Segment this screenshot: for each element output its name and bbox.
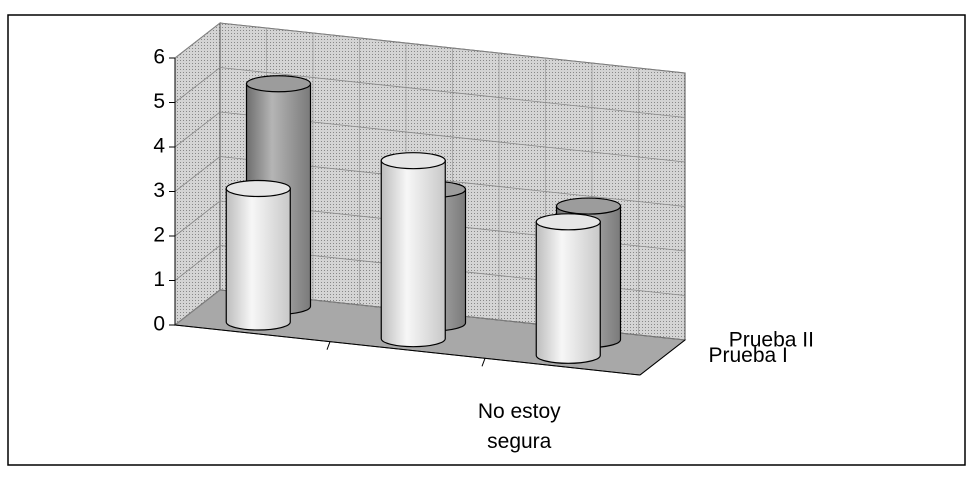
grid-line (174, 22, 686, 74)
y-tick-label: 0 (153, 313, 165, 336)
y-tick-label: 5 (153, 90, 165, 113)
grid-line (174, 289, 686, 341)
cylinder-top (535, 213, 601, 231)
cylinder-top (555, 197, 622, 215)
cylinder-top (245, 75, 312, 93)
cylinder (535, 213, 601, 364)
cylinder-top (380, 152, 446, 170)
legend-label: Prueba I (709, 344, 788, 367)
grid-line (174, 67, 686, 118)
y-tick-label: 6 (153, 46, 165, 69)
x-tick-label: No estoy segura (478, 400, 561, 453)
cylinder (225, 179, 291, 331)
grid-line (174, 200, 686, 252)
z-axis (639, 339, 686, 376)
cylinder (380, 152, 446, 348)
x-tick-label-line: No estoy (478, 400, 561, 423)
cylinder-body (535, 221, 601, 364)
cylinder-body (225, 187, 291, 331)
tick-mark (326, 341, 331, 350)
frame (7, 14, 966, 466)
y-tick-label: 3 (153, 179, 165, 202)
grid-line (174, 111, 686, 163)
cylinder-top (225, 179, 291, 198)
y-tick-label: 1 (153, 268, 165, 291)
x-axis (174, 324, 641, 376)
x-tick-label-line: segura (487, 430, 552, 453)
tick-mark (481, 358, 486, 367)
grid-line (174, 245, 686, 296)
grid-line (174, 156, 686, 207)
legend-label: Prueba II (729, 328, 814, 351)
y-tick-label: 4 (153, 135, 165, 158)
y-tick-label: 2 (153, 224, 165, 247)
cylinder-body (380, 160, 446, 348)
